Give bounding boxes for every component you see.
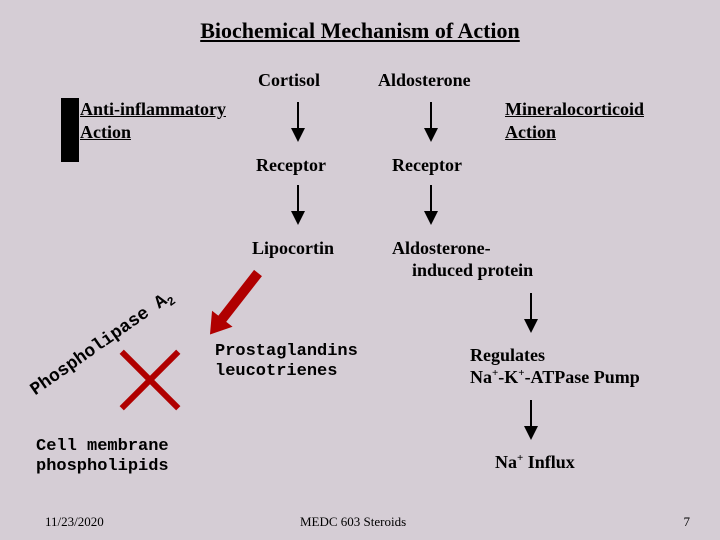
na-text: Na xyxy=(470,367,492,387)
regulates-label: Regulates xyxy=(470,345,545,366)
aldosterone-label: Aldosterone xyxy=(378,70,471,91)
aldo-protein-label-2: induced protein xyxy=(412,260,533,281)
na-influx-na: Na xyxy=(495,452,517,472)
footer-date: 11/23/2020 xyxy=(45,514,104,530)
arrow-down-icon xyxy=(430,102,432,140)
k-text: -K xyxy=(498,367,518,387)
atpase-pump-label: Na+-K+-ATPase Pump xyxy=(470,367,640,388)
atpase-text: -ATPase Pump xyxy=(525,367,640,387)
receptor-left-label: Receptor xyxy=(256,155,326,176)
inhibition-arrow xyxy=(217,270,262,323)
aldo-protein-label-1: Aldosterone- xyxy=(392,238,491,259)
arrow-down-icon xyxy=(530,293,532,331)
anti-inflammatory-action-label: Action xyxy=(80,122,131,143)
prostaglandins-label: Prostaglandins xyxy=(215,342,358,361)
arrow-down-icon xyxy=(297,102,299,140)
footer-page: 7 xyxy=(684,514,691,530)
cell-membrane-label-2: phospholipids xyxy=(36,457,169,476)
na-influx-label: Na+ Influx xyxy=(495,452,575,473)
arrow-down-icon xyxy=(430,185,432,223)
arrow-down-icon xyxy=(530,400,532,438)
arrow-down-icon xyxy=(297,185,299,223)
decorative-bar xyxy=(73,98,79,162)
na-influx-text: Influx xyxy=(523,452,575,472)
cortisol-label: Cortisol xyxy=(258,70,320,91)
inhibition-cross-icon xyxy=(110,340,190,420)
page-title: Biochemical Mechanism of Action xyxy=(0,0,720,44)
leucotrienes-label: leucotrienes xyxy=(215,362,337,381)
mineralocorticoid-action-label: Action xyxy=(505,122,556,143)
cell-membrane-label-1: Cell membrane xyxy=(36,437,169,456)
footer-center: MEDC 603 Steroids xyxy=(300,514,406,530)
mineralocorticoid-label: Mineralocorticoid xyxy=(505,99,644,120)
lipocortin-label: Lipocortin xyxy=(252,238,334,259)
receptor-right-label: Receptor xyxy=(392,155,462,176)
anti-inflammatory-label: Anti-inflammatory xyxy=(80,99,226,120)
